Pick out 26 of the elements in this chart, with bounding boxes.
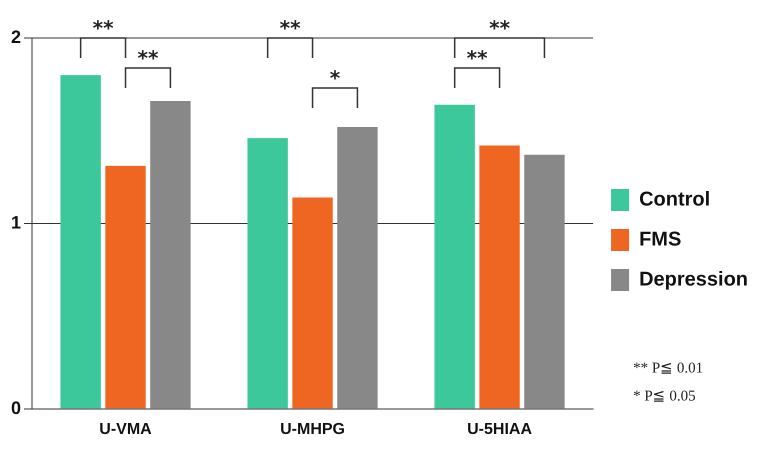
- legend-label: FMS: [639, 228, 682, 251]
- x-tick-label: U-MHPG: [280, 420, 345, 438]
- text: * P≦ 0.05: [633, 388, 696, 405]
- bar: [524, 154, 565, 408]
- bar: [292, 197, 333, 408]
- y-tick-label: 1: [10, 212, 22, 232]
- x-tick-label: U-5HIAA: [467, 420, 532, 438]
- bar: [434, 104, 475, 408]
- bar: [105, 166, 146, 408]
- annotation: **: [466, 46, 488, 70]
- annotation: *: [330, 66, 341, 90]
- legend-label: Control: [639, 188, 710, 211]
- annotation: **: [138, 46, 159, 70]
- text: ** P≦ 0.01: [633, 360, 704, 377]
- x-tick-label: U-VMA: [99, 420, 152, 438]
- bar: [247, 138, 288, 408]
- annotation: **: [280, 16, 302, 40]
- annotation: **: [92, 16, 114, 40]
- bar: [150, 101, 191, 408]
- legend-label: Depression: [639, 268, 748, 291]
- bar: [337, 126, 378, 408]
- annotation: **: [489, 16, 511, 40]
- bar: [479, 146, 520, 408]
- y-tick-label: 2: [10, 26, 22, 47]
- y-tick-label: 0: [10, 398, 22, 418]
- bar: [60, 75, 101, 408]
